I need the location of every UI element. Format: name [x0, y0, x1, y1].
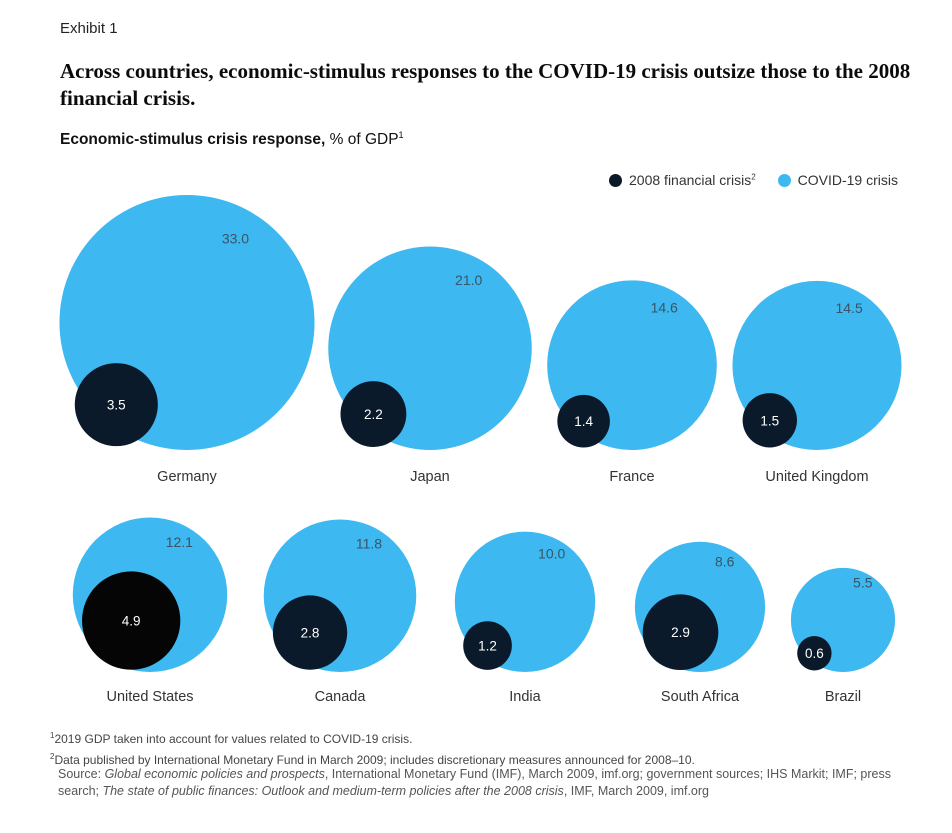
bubble-group-brazil: 5.5 0.6 Brazil [790, 567, 896, 705]
country-label-canada: Canada [315, 689, 367, 705]
covid-value-label-united-states: 12.1 [166, 534, 193, 550]
bubble-group-japan: 21.0 2.2 Japan [328, 246, 532, 485]
chart-title: Across countries, economic-stimulus resp… [60, 59, 911, 110]
financial-bubble-canada [272, 595, 348, 670]
financial-value-label-south-africa: 2.9 [671, 625, 690, 640]
bubble-chart: 33.03.5Germany21.02.2Japan14.61.4France1… [59, 194, 902, 705]
source-note: Source: Global economic policies and pro… [58, 767, 891, 798]
bubble-group-south-africa: 8.6 2.9 South Africa [634, 541, 766, 705]
country-label-japan: Japan [410, 469, 450, 485]
footnote-2: 2Data published by International Monetar… [50, 752, 695, 767]
country-label-united-states: United States [106, 689, 193, 705]
covid-value-label-brazil: 5.5 [853, 575, 873, 591]
country-label-germany: Germany [157, 469, 217, 485]
financial-value-label-united-kingdom: 1.5 [760, 413, 779, 428]
legend-swatch-financial [609, 173, 623, 187]
covid-value-label-united-kingdom: 14.5 [835, 300, 862, 316]
chart-subtitle: Economic-stimulus crisis response, % of … [60, 130, 404, 149]
country-label-south-africa: South Africa [661, 689, 740, 705]
financial-bubble-united-states [82, 571, 181, 670]
financial-value-label-canada: 2.8 [301, 626, 320, 641]
covid-value-label-germany: 33.0 [222, 230, 249, 246]
covid-value-label-france: 14.6 [651, 300, 678, 316]
country-label-brazil: Brazil [825, 689, 861, 705]
financial-bubble-japan [340, 381, 407, 447]
financial-bubble-india [463, 621, 512, 670]
legend-label-financial: 2008 financial crisis2 [629, 172, 756, 188]
covid-value-label-japan: 21.0 [455, 272, 482, 288]
covid-value-label-south-africa: 8.6 [715, 554, 735, 570]
financial-value-label-india: 1.2 [478, 639, 497, 654]
financial-bubble-brazil [797, 636, 832, 671]
legend-swatch-covid [777, 173, 791, 187]
financial-value-label-france: 1.4 [574, 414, 593, 429]
country-label-united-kingdom: United Kingdom [765, 469, 868, 485]
subtitle-unit: % of GDP [325, 131, 399, 149]
bubble-group-united-kingdom: 14.5 1.5 United Kingdom [732, 280, 902, 485]
footnote-1: 12019 GDP taken into account for values … [50, 731, 413, 746]
subtitle-footnote-mark: 1 [398, 130, 404, 140]
financial-value-label-germany: 3.5 [107, 398, 126, 413]
bubble-group-united-states: 12.1 4.9 United States [72, 517, 228, 705]
country-label-france: France [609, 469, 654, 485]
footnotes: 12019 GDP taken into account for values … [50, 727, 695, 769]
legend-item-financial: 2008 financial crisis2 [609, 172, 756, 188]
bubble-group-germany: 33.0 3.5 Germany [59, 194, 315, 485]
bubble-group-france: 14.6 1.4 France [547, 280, 717, 485]
subtitle-bold: Economic-stimulus crisis response, [60, 131, 326, 149]
bubble-group-india: 10.0 1.2 India [454, 531, 596, 705]
financial-bubble-germany [74, 363, 158, 447]
bubble-group-canada: 11.8 2.8 Canada [263, 519, 417, 705]
financial-value-label-united-states: 4.9 [122, 614, 141, 629]
exhibit-label: Exhibit 1 [60, 20, 118, 37]
financial-bubble-south-africa [642, 594, 719, 671]
legend: 2008 financial crisis2 COVID-19 crisis [595, 172, 898, 188]
country-label-india: India [509, 689, 541, 705]
financial-value-label-japan: 2.2 [364, 407, 383, 422]
covid-value-label-india: 10.0 [538, 545, 565, 561]
financial-value-label-brazil: 0.6 [805, 646, 824, 661]
legend-label-covid: COVID-19 crisis [797, 172, 898, 188]
covid-value-label-canada: 11.8 [356, 535, 382, 551]
financial-bubble-united-kingdom [742, 393, 797, 448]
financial-bubble-france [557, 394, 610, 448]
legend-item-covid: COVID-19 crisis [777, 172, 898, 188]
